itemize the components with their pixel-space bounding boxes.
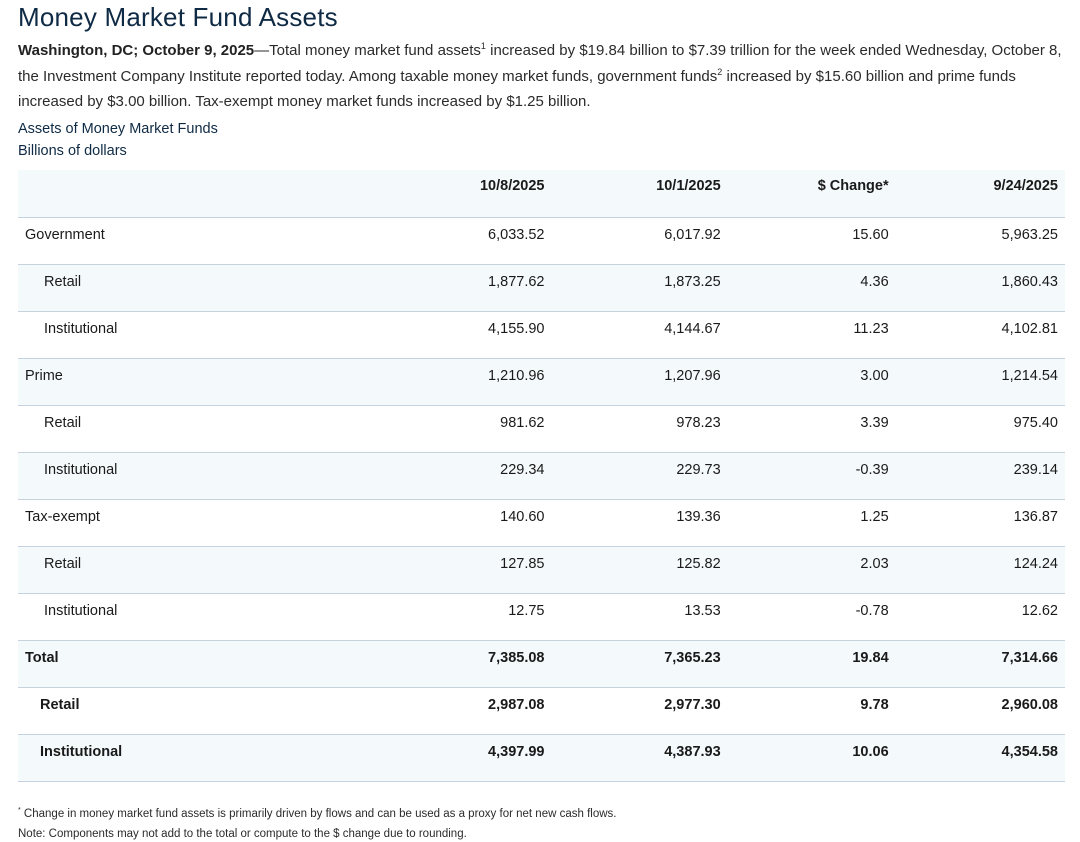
cell-value: 11.23	[727, 311, 896, 359]
row-label: Retail	[18, 546, 394, 594]
cell-value: 7,314.66	[895, 640, 1065, 688]
cell-value: 15.60	[727, 217, 896, 265]
cell-value: 12.62	[895, 593, 1065, 641]
cell-value: 7,365.23	[551, 640, 728, 688]
cell-value: 1,877.62	[393, 264, 552, 312]
footnote-star: * Change in money market fund assets is …	[18, 807, 616, 820]
table-units: Billions of dollars	[18, 143, 127, 159]
dateline: Washington, DC; October 9, 2025	[18, 42, 255, 59]
column-header-9-24-2025: 9/24/2025	[895, 170, 1065, 218]
cell-value: 10.06	[727, 734, 896, 782]
cell-value: 19.84	[727, 640, 896, 688]
table-row: Institutional 12.75 13.53 -0.78 12.62	[18, 593, 1065, 641]
cell-value: 2,987.08	[393, 687, 552, 735]
row-label: Institutional	[18, 311, 394, 359]
table-row: Retail 981.62 978.23 3.39 975.40	[18, 405, 1065, 453]
cell-value: 229.73	[551, 452, 728, 500]
cell-value: 4,102.81	[895, 311, 1065, 359]
table-row: Tax-exempt 140.60 139.36 1.25 136.87	[18, 499, 1065, 547]
row-label: Retail	[18, 405, 394, 453]
cell-value: 4,387.93	[551, 734, 728, 782]
cell-value: 4,155.90	[393, 311, 552, 359]
cell-value: 975.40	[895, 405, 1065, 453]
cell-value: 978.23	[551, 405, 728, 453]
table-header-row: 10/8/2025 10/1/2025 $ Change* 9/24/2025	[18, 170, 1065, 218]
table-row: Institutional 4,397.99 4,387.93 10.06 4,354.…	[18, 734, 1065, 782]
cell-value: 127.85	[393, 546, 552, 594]
row-label: Retail	[18, 687, 394, 735]
table-caption: Assets of Money Market Funds	[18, 121, 218, 137]
lede-text: —Total money market fund assets	[254, 42, 481, 59]
row-label: Prime	[18, 358, 394, 406]
cell-value: 124.24	[895, 546, 1065, 594]
page-title: Money Market Fund Assets	[18, 2, 338, 32]
cell-value: 139.36	[551, 499, 728, 547]
table-row: Retail 127.85 125.82 2.03 124.24	[18, 546, 1065, 594]
cell-value: 4,397.99	[393, 734, 552, 782]
lede-text: increased by $19.84 billion to $7.39 tri…	[18, 42, 1062, 85]
footnote-star-text: Change in money market fund assets is pr…	[20, 807, 617, 820]
row-label: Institutional	[18, 593, 394, 641]
row-label: Government	[18, 217, 394, 265]
row-label: Retail	[18, 264, 394, 312]
cell-value: 3.00	[727, 358, 896, 406]
cell-value: 2,977.30	[551, 687, 728, 735]
cell-value: 140.60	[393, 499, 552, 547]
row-label: Total	[18, 640, 394, 688]
cell-value: 2.03	[727, 546, 896, 594]
cell-value: 1,214.54	[895, 358, 1065, 406]
row-label: Institutional	[18, 452, 394, 500]
table-row: Government 6,033.52 6,017.92 15.60 5,963.25	[18, 217, 1065, 265]
cell-value: 4.36	[727, 264, 896, 312]
cell-value: -0.39	[727, 452, 896, 500]
cell-value: 1,873.25	[551, 264, 728, 312]
cell-value: 125.82	[551, 546, 728, 594]
column-header-10-1-2025: 10/1/2025	[551, 170, 728, 218]
footnote-star-mark: *	[18, 807, 21, 814]
cell-value: 3.39	[727, 405, 896, 453]
cell-value: 239.14	[895, 452, 1065, 500]
table-row: Retail 1,877.62 1,873.25 4.36 1,860.43	[18, 264, 1065, 312]
cell-value: 2,960.08	[895, 687, 1065, 735]
assets-table: 10/8/2025 10/1/2025 $ Change* 9/24/2025 …	[18, 170, 1065, 782]
footnote-ref-2[interactable]: 2	[717, 66, 723, 77]
cell-value: 4,144.67	[551, 311, 728, 359]
cell-value: 1,207.96	[551, 358, 728, 406]
table-row: Retail 2,987.08 2,977.30 9.78 2,960.08	[18, 687, 1065, 735]
cell-value: 136.87	[895, 499, 1065, 547]
cell-value: 6,033.52	[393, 217, 552, 265]
footnote-ref-1[interactable]: 1	[480, 41, 486, 51]
cell-value: 13.53	[551, 593, 728, 641]
cell-value: 7,385.08	[393, 640, 552, 688]
cell-value: 981.62	[393, 405, 552, 453]
cell-value: 5,963.25	[895, 217, 1065, 265]
table-row: Total 7,385.08 7,365.23 19.84 7,314.66	[18, 640, 1065, 688]
row-label: Institutional	[18, 734, 394, 782]
cell-value: 12.75	[393, 593, 552, 641]
cell-value: 229.34	[393, 452, 552, 500]
table-row: Prime 1,210.96 1,207.96 3.00 1,214.54	[18, 358, 1065, 406]
footnote-note: Note: Components may not add to the tota…	[18, 828, 467, 840]
cell-value: 1,860.43	[895, 264, 1065, 312]
column-header-change: $ Change*	[727, 170, 896, 218]
cell-value: 9.78	[727, 687, 896, 735]
table-row: Institutional 229.34 229.73 -0.39 239.14	[18, 452, 1065, 500]
column-header-10-8-2025: 10/8/2025	[393, 170, 552, 218]
table-row: Institutional 4,155.90 4,144.67 11.23 4,102.…	[18, 311, 1065, 359]
row-label: Tax-exempt	[18, 499, 394, 547]
cell-value: 4,354.58	[895, 734, 1065, 782]
cell-value: 6,017.92	[551, 217, 728, 265]
cell-value: 1,210.96	[393, 358, 552, 406]
cell-value: 1.25	[727, 499, 896, 547]
cell-value: -0.78	[727, 593, 896, 641]
lede-text: increased by $15.60 billion and prime fu…	[18, 67, 1016, 111]
column-header-label	[18, 170, 394, 218]
press-release-lede: Washington, DC; October 9, 2025—Total mo…	[18, 38, 1068, 115]
